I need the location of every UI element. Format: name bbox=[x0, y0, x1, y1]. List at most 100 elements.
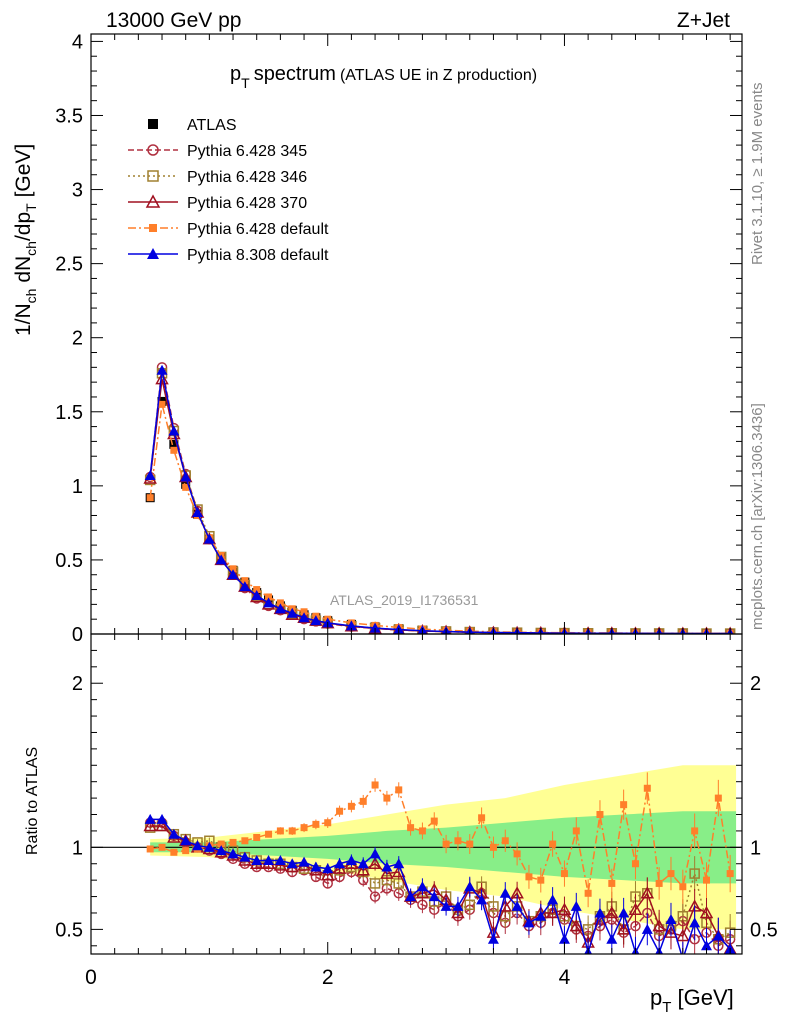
ratio-point bbox=[560, 870, 568, 878]
legend-entry: Pythia 6.428 346 bbox=[128, 169, 307, 186]
ratio-point bbox=[689, 868, 700, 879]
data-point bbox=[298, 612, 310, 623]
data-point bbox=[215, 554, 227, 565]
data-point bbox=[146, 494, 154, 502]
ratio-point bbox=[274, 854, 286, 865]
ratio-point bbox=[312, 820, 320, 828]
ratio-point bbox=[428, 891, 440, 902]
data-point bbox=[155, 372, 169, 385]
ratio-point bbox=[442, 840, 450, 848]
ratio-point bbox=[691, 827, 699, 835]
data-point bbox=[169, 439, 179, 449]
x-tick-label: 4 bbox=[559, 966, 571, 989]
ratio-point bbox=[155, 818, 169, 832]
ratio-point bbox=[643, 784, 651, 792]
legend-entry: ATLAS bbox=[148, 117, 237, 134]
legend-marker bbox=[147, 248, 159, 259]
data-point bbox=[286, 607, 298, 618]
ratio-point bbox=[464, 899, 476, 911]
data-point bbox=[170, 446, 178, 454]
title-rest: spectrum bbox=[254, 63, 336, 85]
legend-label: Pythia 6.428 346 bbox=[187, 169, 307, 186]
ratio-point bbox=[545, 905, 560, 919]
ratio-point bbox=[144, 813, 156, 824]
ratio-point bbox=[320, 868, 335, 881]
ratio-y-tick-label-right: 1 bbox=[750, 837, 761, 859]
x-tick-label: 0 bbox=[85, 966, 97, 989]
ratio-y-tick-label-right: 0.5 bbox=[750, 919, 778, 941]
ratio-point bbox=[689, 917, 701, 928]
data-point bbox=[158, 400, 166, 408]
title-sub: T bbox=[241, 75, 250, 91]
ratio-series-pythia-8-308-default bbox=[144, 813, 736, 954]
legend-entry: Pythia 6.428 345 bbox=[128, 143, 307, 160]
ratio-point bbox=[146, 845, 154, 853]
ratio-point bbox=[537, 876, 545, 884]
ratio-point bbox=[525, 873, 533, 881]
ratio-point bbox=[156, 813, 168, 824]
ratio-point bbox=[664, 925, 678, 938]
ratio-point bbox=[682, 953, 684, 954]
ratio-y-tick-label: 2 bbox=[72, 673, 83, 695]
y-tick-label: 2 bbox=[72, 328, 83, 350]
ratio-point bbox=[300, 824, 308, 832]
legend-label: Pythia 6.428 370 bbox=[187, 195, 307, 212]
ratio-point bbox=[407, 824, 415, 832]
ratio-point bbox=[466, 840, 474, 848]
ratio-point bbox=[489, 843, 497, 851]
ratio-point bbox=[652, 919, 666, 932]
data-point bbox=[253, 586, 261, 594]
ratio-point bbox=[699, 905, 714, 919]
legend-marker bbox=[149, 224, 157, 232]
ratio-point bbox=[369, 878, 381, 889]
ratio-point bbox=[298, 856, 310, 867]
data-point bbox=[180, 471, 192, 482]
ratio-point bbox=[702, 876, 710, 884]
ratio-point bbox=[229, 838, 237, 846]
mcplots-info: mcplots.cern.ch [arXiv:1306.3436] bbox=[749, 403, 766, 630]
legend-marker bbox=[147, 170, 159, 182]
ratio-point bbox=[416, 881, 428, 892]
ratio-point bbox=[253, 833, 261, 841]
ratio-point bbox=[310, 861, 322, 872]
ratio-point bbox=[676, 928, 690, 942]
x-tick-label: 2 bbox=[322, 966, 334, 989]
ratio-point bbox=[679, 883, 687, 891]
y-axis-label-ratio: Ratio to ATLAS bbox=[24, 747, 41, 855]
ratio-point bbox=[605, 905, 619, 919]
ratio-point bbox=[620, 801, 628, 809]
ratio-point bbox=[288, 827, 296, 835]
header-collision: 13000 GeV pp bbox=[106, 9, 241, 32]
ratio-point bbox=[369, 848, 381, 859]
ratio-point bbox=[180, 835, 192, 846]
ratio-point bbox=[369, 891, 381, 902]
ratio-point bbox=[334, 858, 346, 869]
ratio-point bbox=[712, 930, 724, 941]
ratio-point bbox=[380, 866, 394, 879]
ratio-point bbox=[418, 827, 426, 835]
data-point bbox=[227, 569, 239, 580]
data-point bbox=[203, 533, 215, 544]
ratio-point bbox=[487, 933, 499, 944]
ratio-point bbox=[347, 802, 355, 810]
ratio-point bbox=[596, 811, 604, 819]
ratio-point bbox=[631, 860, 639, 868]
ratio-point bbox=[454, 837, 462, 845]
title-p: p bbox=[230, 63, 241, 85]
ratio-point bbox=[286, 858, 298, 869]
ratio-point bbox=[499, 887, 511, 898]
ratio-point bbox=[594, 907, 606, 918]
ratio-point bbox=[513, 850, 521, 858]
data-point bbox=[263, 597, 275, 608]
data-point bbox=[369, 622, 381, 633]
title-paren: (ATLAS UE in Z production) bbox=[340, 67, 537, 84]
ratio-point bbox=[324, 819, 332, 827]
ratio-point bbox=[276, 827, 284, 835]
ratio-point bbox=[478, 814, 486, 822]
ratio-point bbox=[523, 917, 535, 928]
ratio-y-tick-label: 0.5 bbox=[55, 919, 83, 941]
ratio-point bbox=[203, 841, 215, 852]
data-point bbox=[310, 615, 322, 626]
data-point bbox=[274, 603, 286, 614]
